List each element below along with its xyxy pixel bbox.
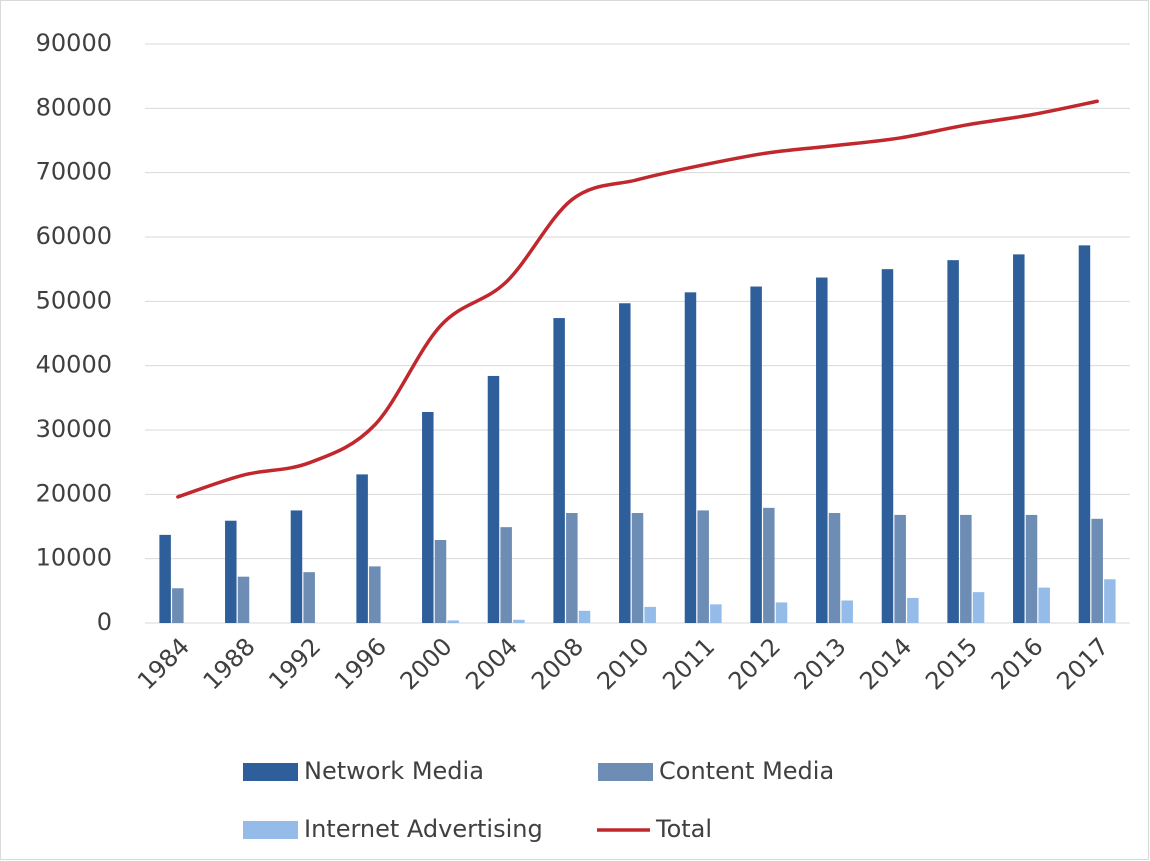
bar <box>710 604 722 623</box>
legend-label: Content Media <box>659 757 834 785</box>
y-tick-label: 30000 <box>36 415 112 443</box>
bar <box>225 520 237 623</box>
legend-label: Total <box>655 815 712 843</box>
bar <box>1025 514 1038 623</box>
y-tick-label: 0 <box>97 608 112 636</box>
bar <box>172 588 184 623</box>
bar <box>775 602 788 623</box>
line <box>176 99 1099 499</box>
bar <box>972 592 985 623</box>
bar <box>841 600 853 623</box>
y-tick-label: 20000 <box>36 479 112 507</box>
bar <box>894 514 906 623</box>
bar <box>684 292 697 623</box>
bar <box>553 318 565 623</box>
bar <box>422 411 434 623</box>
bar <box>881 269 894 623</box>
y-tick-label: 40000 <box>36 351 112 379</box>
bar <box>237 576 250 623</box>
legend-swatch <box>243 763 298 781</box>
bar <box>290 510 303 623</box>
bar <box>816 277 828 623</box>
bar <box>631 512 644 623</box>
y-tick-label: 80000 <box>36 93 112 121</box>
bar <box>907 597 919 623</box>
bar <box>566 512 578 623</box>
bar <box>1013 254 1025 623</box>
bar <box>356 474 368 623</box>
bar <box>828 512 841 623</box>
bar <box>369 566 381 623</box>
bar <box>947 260 959 623</box>
legend-swatch <box>243 821 298 839</box>
bar <box>1091 518 1103 623</box>
legend-swatch <box>598 763 653 781</box>
y-tick-label: 90000 <box>36 29 112 57</box>
bar <box>960 514 972 623</box>
legend-label: Internet Advertising <box>304 815 543 843</box>
bar <box>697 510 709 623</box>
y-tick-label: 70000 <box>36 158 112 186</box>
bar <box>750 286 762 623</box>
bar <box>1078 245 1091 623</box>
bar <box>1038 587 1050 623</box>
bar <box>578 610 591 623</box>
bar <box>500 527 512 623</box>
bar <box>303 572 315 623</box>
bar <box>487 375 500 623</box>
y-tick-label: 60000 <box>36 222 112 250</box>
y-tick-label: 10000 <box>36 544 112 572</box>
bar <box>447 620 459 623</box>
bar <box>513 619 525 623</box>
bar <box>1104 579 1116 623</box>
bar <box>763 507 775 623</box>
legend-label: Network Media <box>304 757 484 785</box>
bar <box>644 606 656 623</box>
bar <box>619 303 631 623</box>
bar <box>159 534 171 623</box>
y-tick-label: 50000 <box>36 286 112 314</box>
bar <box>434 540 447 623</box>
